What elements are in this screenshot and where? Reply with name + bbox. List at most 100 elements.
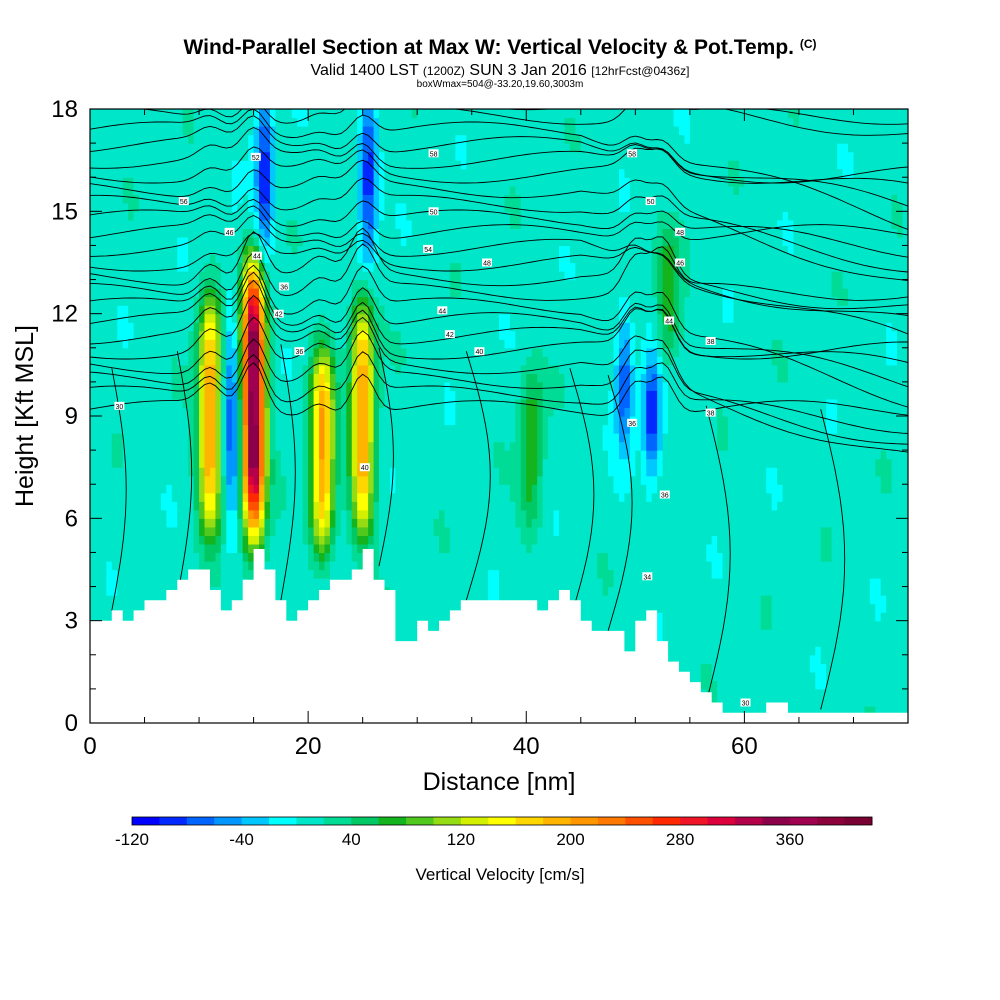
velocity-cell <box>226 219 233 229</box>
velocity-cell <box>329 288 336 298</box>
velocity-cell <box>231 219 238 229</box>
velocity-cell <box>90 126 97 136</box>
velocity-cell <box>220 245 227 255</box>
velocity-cell <box>444 518 451 528</box>
velocity-cell <box>449 313 456 323</box>
velocity-cell <box>368 279 375 289</box>
velocity-cell <box>302 526 309 536</box>
velocity-cell <box>155 134 162 144</box>
velocity-cell <box>308 381 315 392</box>
velocity-cell <box>395 578 402 588</box>
velocity-cell <box>166 151 173 161</box>
velocity-cell <box>242 262 249 272</box>
velocity-cell <box>95 271 102 281</box>
valid-date: SUN 3 Jan 2016 <box>469 62 587 79</box>
velocity-cell <box>449 475 456 485</box>
velocity-cell <box>204 245 211 255</box>
velocity-cell <box>226 288 233 298</box>
velocity-cell <box>242 117 249 127</box>
velocity-cell <box>280 177 287 187</box>
velocity-cell <box>248 219 255 229</box>
velocity-cell <box>122 117 129 127</box>
velocity-cell <box>199 364 206 374</box>
velocity-cell <box>215 134 222 144</box>
velocity-cell <box>308 160 315 170</box>
velocity-cell <box>340 518 347 528</box>
velocity-cell <box>253 416 260 426</box>
velocity-cell <box>204 552 211 562</box>
velocity-cell <box>433 236 440 247</box>
velocity-cell <box>231 202 238 212</box>
velocity-cell <box>455 109 462 119</box>
velocity-cell <box>117 501 124 511</box>
velocity-cell <box>335 134 342 144</box>
velocity-cell <box>297 424 304 434</box>
velocity-cell <box>406 177 413 187</box>
velocity-cell <box>177 569 184 579</box>
velocity-cell <box>428 484 435 494</box>
velocity-cell <box>439 433 446 443</box>
velocity-cell <box>308 526 315 536</box>
velocity-cell <box>253 279 260 289</box>
velocity-cell <box>291 219 298 229</box>
velocity-cell <box>237 356 244 366</box>
velocity-cell <box>286 381 293 392</box>
velocity-cell <box>357 288 364 298</box>
velocity-cell <box>449 441 456 451</box>
velocity-cell <box>193 381 200 392</box>
velocity-cell <box>269 364 277 374</box>
velocity-cell <box>122 296 129 306</box>
velocity-cell <box>128 305 135 315</box>
velocity-cell <box>362 219 369 229</box>
velocity-cell <box>128 202 135 212</box>
velocity-cell <box>242 535 249 545</box>
velocity-cell <box>460 339 467 349</box>
velocity-cell <box>248 390 255 400</box>
velocity-cell <box>182 126 189 136</box>
velocity-cell <box>357 262 364 272</box>
velocity-cell <box>100 339 107 349</box>
velocity-cell <box>166 126 173 136</box>
velocity-cell <box>242 296 249 306</box>
velocity-cell <box>149 433 157 443</box>
velocity-cell <box>155 356 162 366</box>
velocity-cell <box>226 467 233 477</box>
velocity-cell <box>444 398 451 409</box>
velocity-cell <box>117 492 124 502</box>
velocity-cell <box>149 518 157 528</box>
velocity-cell <box>335 416 342 426</box>
velocity-cell <box>117 526 124 536</box>
velocity-cell <box>264 416 271 426</box>
velocity-cell <box>95 126 102 136</box>
velocity-cell <box>193 151 200 161</box>
velocity-cell <box>160 126 167 136</box>
velocity-cell <box>106 467 113 477</box>
velocity-cell <box>204 407 211 417</box>
velocity-cell <box>275 151 282 161</box>
velocity-cell <box>231 339 238 349</box>
velocity-cell <box>319 211 326 221</box>
velocity-cell <box>324 433 331 443</box>
velocity-cell <box>449 501 456 511</box>
velocity-cell <box>439 279 446 289</box>
velocity-cell <box>264 168 271 178</box>
velocity-cell <box>308 228 315 238</box>
velocity-cell <box>111 339 118 349</box>
velocity-cell <box>128 433 135 443</box>
velocity-cell <box>455 151 462 161</box>
velocity-cell <box>117 560 124 571</box>
velocity-cell <box>286 586 293 596</box>
velocity-cell <box>460 177 467 187</box>
velocity-cell <box>264 518 271 528</box>
velocity-cell <box>379 236 386 247</box>
velocity-cell <box>264 441 271 451</box>
velocity-cell <box>379 330 386 340</box>
velocity-cell <box>155 313 162 323</box>
velocity-cell <box>439 228 446 238</box>
velocity-cell <box>351 373 358 383</box>
velocity-cell <box>193 109 200 119</box>
velocity-cell <box>133 194 140 204</box>
velocity-cell <box>455 398 462 409</box>
velocity-cell <box>231 296 238 306</box>
velocity-cell <box>406 390 413 400</box>
